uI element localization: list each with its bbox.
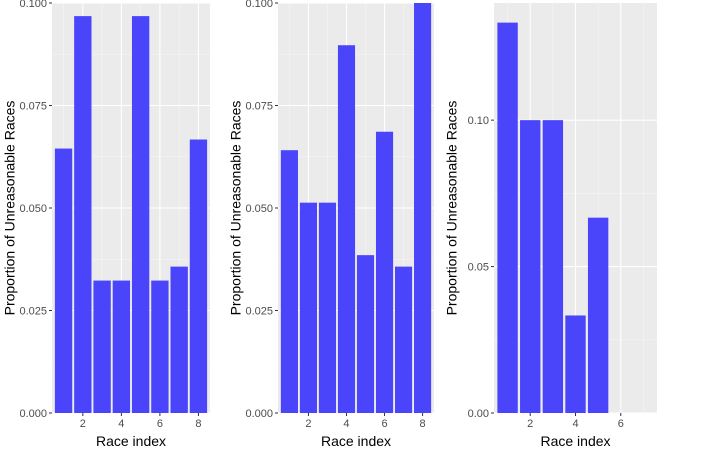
y-tick-label: 0.10 [468, 115, 489, 127]
x-tick-label: 2 [305, 418, 311, 430]
bar [280, 150, 298, 413]
bar [565, 315, 586, 413]
bar [299, 202, 317, 413]
bar [151, 280, 169, 413]
x-tick-label: 6 [618, 418, 624, 430]
y-tick-label: 0.000 [19, 408, 47, 420]
x-axis-title: Race index [540, 433, 610, 449]
bar [131, 16, 150, 414]
x-tick-label: 8 [195, 418, 201, 430]
bar [587, 217, 609, 413]
x-axis-title: Race index [96, 433, 166, 449]
y-tick-label: 0.100 [19, 0, 47, 10]
y-tick-label: 0.075 [245, 101, 273, 113]
bar [375, 131, 394, 414]
y-tick-label: 0.050 [19, 203, 47, 215]
bar [74, 16, 92, 414]
y-tick-label: 0.075 [19, 101, 47, 113]
y-tick-label: 0.05 [468, 262, 489, 274]
y-tick-label: 0.100 [245, 0, 273, 10]
x-tick-label: 8 [420, 418, 426, 430]
x-tick-label: 4 [572, 418, 578, 430]
x-tick-label: 6 [381, 418, 387, 430]
x-tick-label: 2 [527, 418, 533, 430]
x-tick-label: 4 [343, 418, 349, 430]
bar [542, 120, 564, 414]
chart-panel-2: 0.000 0.025 0.050 0.075 0.100 2 4 6 8 Race index P… [228, 0, 434, 449]
y-axis-title: Proportion of Unreasonable Races [228, 101, 244, 316]
y-tick-label: 0.025 [19, 306, 47, 318]
bar [112, 280, 131, 413]
bar [170, 266, 188, 413]
bar [337, 45, 356, 413]
bar [93, 280, 111, 413]
y-tick-label: 0.025 [245, 306, 273, 318]
y-tick-label: 0.000 [245, 408, 273, 420]
x-axis-title: Race index [321, 433, 391, 449]
bar [395, 266, 413, 413]
bar [356, 255, 375, 413]
bar [520, 120, 541, 414]
y-tick-label: 0.00 [468, 408, 489, 420]
y-axis-title: Proportion of Unreasonable Races [2, 101, 18, 316]
y-axis-title: Proportion of Unreasonable Races [444, 101, 460, 316]
x-tick-label: 6 [157, 418, 163, 430]
bar [318, 202, 337, 413]
y-tick-label: 0.050 [245, 203, 273, 215]
x-tick-label: 4 [118, 418, 124, 430]
bar [497, 22, 518, 413]
chart-panel-3: 0.00 0.05 0.10 2 4 6 Race index Proportion of U… [444, 3, 657, 449]
x-tick-label: 2 [80, 418, 86, 430]
bar [54, 148, 73, 414]
bar [189, 139, 208, 413]
chart-panel-1: 0.000 0.025 0.050 0.075 0.100 2 4 6 8 Race index P… [2, 0, 210, 449]
bar [414, 3, 432, 413]
